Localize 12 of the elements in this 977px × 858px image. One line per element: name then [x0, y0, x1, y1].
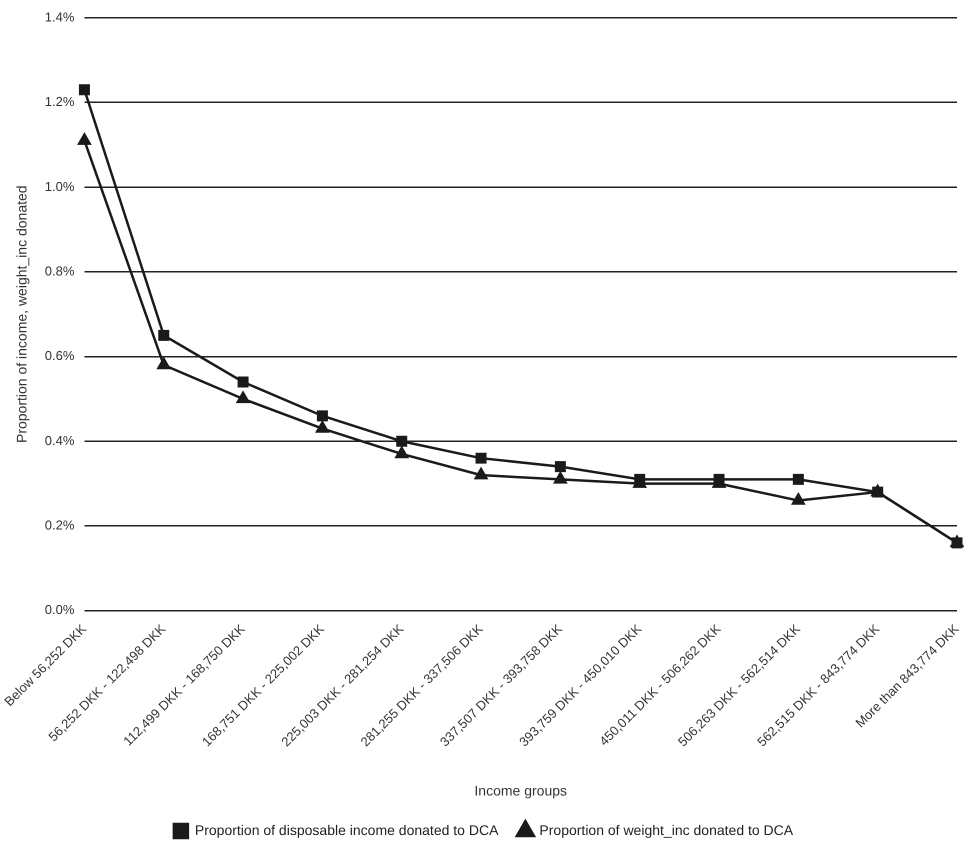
- y-tick-label: 0.4%: [44, 432, 75, 448]
- y-tick-label: 0.0%: [44, 602, 75, 618]
- y-tick-label: 0.8%: [44, 263, 75, 278]
- y-tick-label: 1.4%: [44, 9, 75, 24]
- legend-label: Proportion of disposable income donated to DCA: [194, 822, 500, 838]
- y-tick-label: 0.6%: [44, 348, 75, 364]
- y-tick-label: 0.2%: [44, 518, 75, 533]
- y-tick-label: 1.2%: [44, 94, 75, 110]
- legend-label: Proportion of weight_inc donated to DCA: [539, 822, 794, 838]
- y-tick-label: 1.0%: [44, 178, 75, 194]
- x-axis-title: Income groups: [474, 782, 568, 798]
- y-axis-title: Proportion of income, weight_inc donated: [13, 185, 30, 444]
